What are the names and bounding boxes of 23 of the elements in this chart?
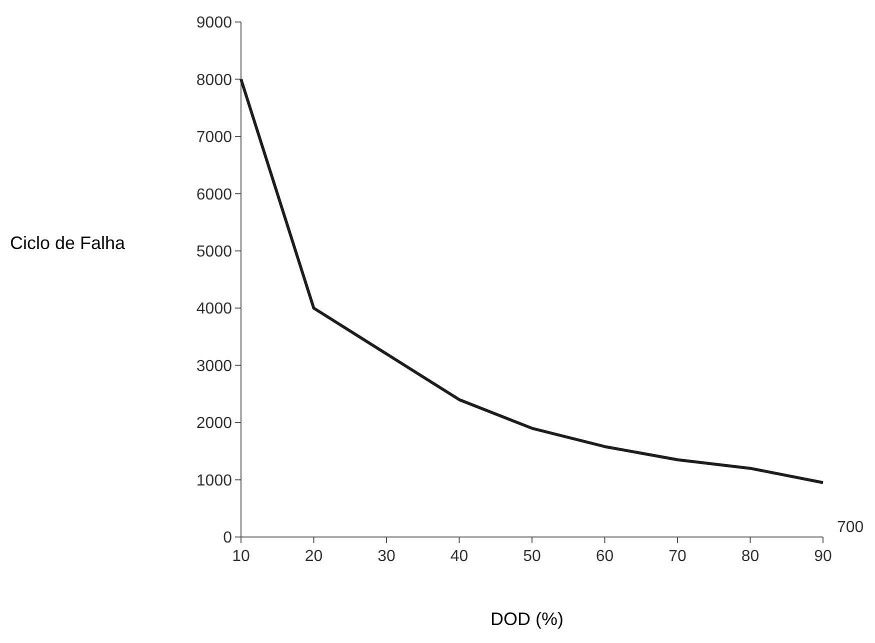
- y-tick-label: 6000: [196, 186, 232, 204]
- y-tick-label: 3000: [196, 358, 232, 375]
- x-tick-label: 50: [523, 548, 541, 565]
- y-axis-title: Ciclo de Falha: [10, 233, 126, 253]
- y-tick-label: 1000: [196, 472, 232, 490]
- x-tick-label: 40: [450, 548, 468, 565]
- y-tick-label: 8000: [196, 72, 232, 89]
- y-tick-label: 7000: [196, 129, 232, 146]
- y-tick-label: 2000: [196, 415, 232, 432]
- y-tick-label: 4000: [196, 300, 232, 318]
- x-tick-label: 80: [741, 548, 760, 565]
- x-tick-label: 90: [814, 548, 832, 565]
- x-axis-title: DOD (%): [490, 609, 564, 629]
- y-tick-label: 0: [223, 530, 232, 547]
- x-tick-label: 20: [304, 548, 323, 565]
- text: 700: [837, 519, 864, 536]
- x-tick-label: 30: [378, 548, 396, 565]
- x-tick-label: 70: [668, 548, 686, 565]
- y-tick-label: 5000: [196, 243, 232, 260]
- x-tick-label: 10: [232, 548, 250, 565]
- line-series: [240, 78, 824, 484]
- y-tick-label: 9000: [196, 14, 232, 32]
- x-tick-label: 60: [596, 548, 614, 565]
